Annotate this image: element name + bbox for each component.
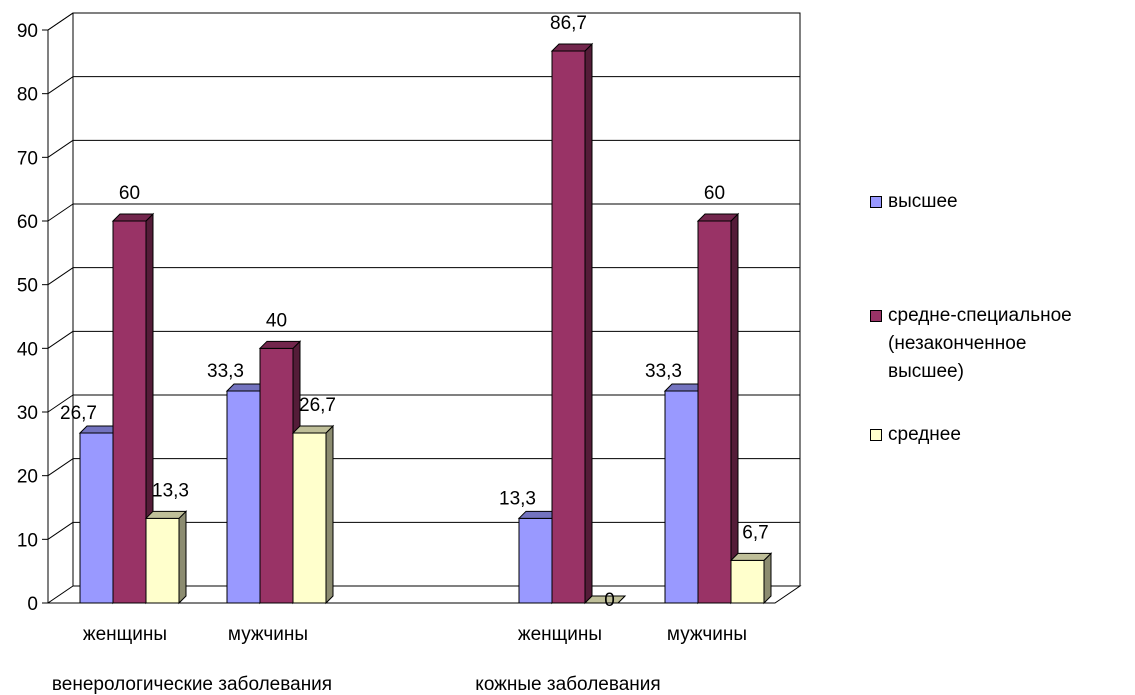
- data-label: 33,3: [207, 361, 244, 382]
- legend-item-secondary-special: средне-специальное (незаконченное высшее…: [870, 302, 1135, 386]
- gridline-side: [47, 458, 74, 477]
- bar-top: [291, 425, 335, 434]
- data-label: 33,3: [645, 361, 682, 382]
- bar-top: [583, 595, 627, 604]
- data-label: 13,3: [152, 480, 189, 501]
- legend-label-higher: высшее: [888, 191, 958, 212]
- bar-side: [178, 510, 187, 605]
- data-label: 60: [119, 183, 140, 204]
- bar-side: [763, 552, 772, 605]
- gridline-side: [47, 76, 74, 95]
- y-tick-label: 70: [17, 148, 38, 169]
- y-tick-label: 50: [17, 276, 38, 297]
- bar: [292, 432, 327, 604]
- bar-side: [730, 212, 739, 605]
- y-tick-label: 20: [17, 467, 38, 488]
- y-tick-label: 60: [17, 212, 38, 233]
- bar: [145, 517, 180, 604]
- gridline-side: [47, 139, 74, 158]
- x-tick-label: мужчины: [667, 624, 747, 645]
- data-label: 13,3: [499, 488, 536, 509]
- x-tick-label: мужчины: [228, 624, 308, 645]
- legend-swatch-higher: [870, 196, 882, 208]
- legend-item-secondary: среднее: [870, 421, 1135, 449]
- data-label: 40: [266, 310, 287, 331]
- bar: [697, 220, 732, 604]
- data-label: 60: [704, 183, 725, 204]
- data-label: 6,7: [742, 522, 768, 543]
- bar: [730, 559, 765, 604]
- y-axis-top: [47, 12, 74, 31]
- y-tick-label: 30: [17, 403, 38, 424]
- data-label: 26,7: [299, 395, 336, 416]
- x-tick-label: женщины: [83, 624, 167, 645]
- y-tick-label: 80: [17, 85, 38, 106]
- data-label: 26,7: [60, 403, 97, 424]
- bar: [112, 220, 147, 604]
- bar-top: [144, 510, 188, 519]
- y-tick-label: 90: [17, 21, 38, 42]
- bar-side: [584, 42, 593, 605]
- gridline-side: [47, 267, 74, 286]
- bar-top: [258, 340, 302, 349]
- bar: [664, 390, 699, 604]
- bar: [79, 432, 114, 604]
- data-label: 0: [604, 590, 615, 611]
- bar: [518, 517, 553, 604]
- bar: [259, 347, 294, 604]
- legend-label-secondary: среднее: [888, 424, 961, 445]
- gridline-side: [47, 203, 74, 222]
- legend-swatch-secondary-special: [870, 310, 882, 322]
- bar-top: [550, 43, 594, 52]
- legend-item-higher: высшее: [870, 188, 1135, 216]
- bar: [226, 390, 261, 604]
- y-tick-label: 10: [17, 530, 38, 551]
- gridline-side: [47, 521, 74, 540]
- legend-label-secondary-special: средне-специальное (незаконченное высшее…: [888, 305, 1072, 382]
- bar: [551, 50, 586, 604]
- bar-top: [696, 213, 740, 222]
- gridline-side: [47, 330, 74, 349]
- y-tick-label: 40: [17, 339, 38, 360]
- gridline-side: [47, 394, 74, 413]
- bar-top: [729, 552, 773, 561]
- group-label: кожные заболевания: [475, 674, 660, 695]
- legend-swatch-secondary: [870, 429, 882, 441]
- y-tick-label: 0: [27, 594, 38, 615]
- group-label: венерологические заболевания: [52, 674, 332, 695]
- x-tick-label: женщины: [518, 624, 602, 645]
- bar-top: [111, 213, 155, 222]
- data-label: 86,7: [550, 13, 587, 34]
- bar-side: [325, 424, 334, 605]
